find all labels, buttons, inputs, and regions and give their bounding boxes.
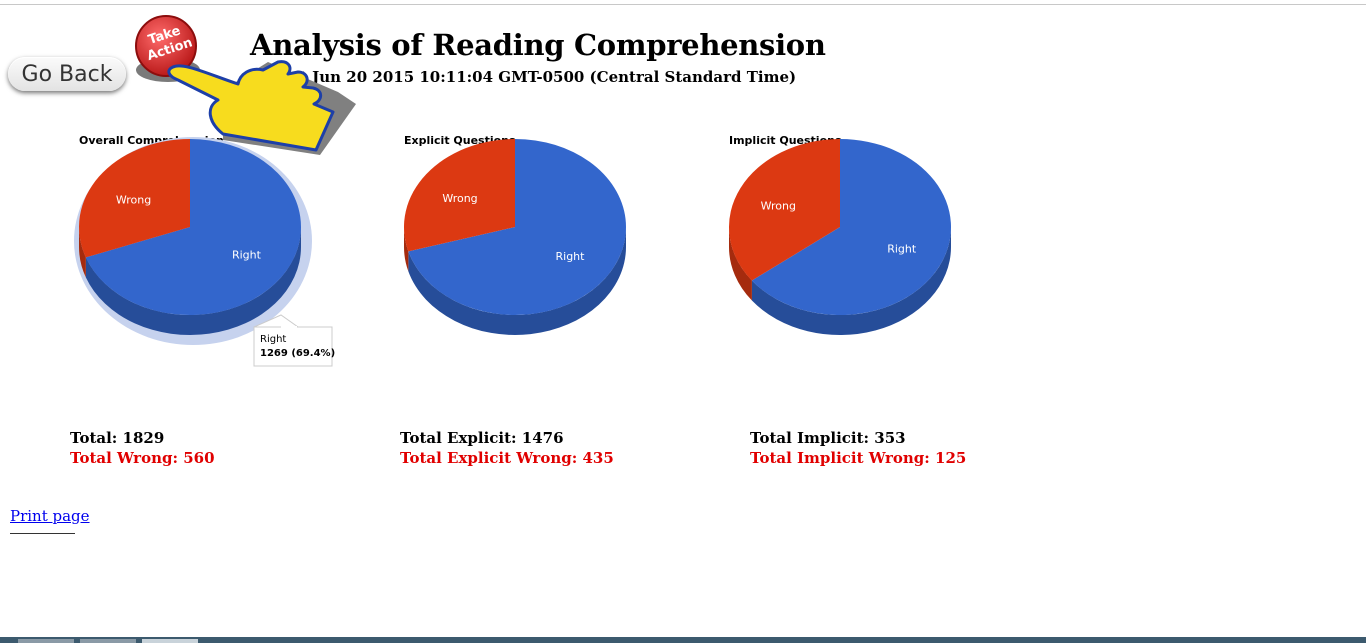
total-explicit-wrong-count: Total Explicit Wrong: 435: [400, 449, 614, 467]
print-link-underline: [10, 533, 75, 534]
slice-side-right: [85, 227, 302, 335]
slice-side-right: [751, 227, 951, 336]
print-page-link[interactable]: Print page: [10, 507, 90, 525]
tooltip-box: [253, 326, 333, 367]
tooltip-label: Right: [260, 334, 286, 345]
take-action-banner: Take Action: [135, 15, 356, 155]
slice-right[interactable]: [751, 139, 951, 315]
total-implicit-count: Total Implicit: 353: [750, 429, 906, 447]
top-border: [0, 4, 1366, 5]
total-count: Total: 1829: [70, 429, 165, 447]
slice-side-right: [408, 227, 626, 336]
action-button-icon: [135, 15, 197, 77]
slice-right[interactable]: [85, 139, 302, 315]
chart-explicit: Explicit Questions Right Wrong: [393, 125, 713, 395]
taskbar: [0, 637, 1366, 643]
slice-wrong[interactable]: [404, 139, 515, 252]
slice-label-right: Right: [556, 250, 586, 263]
slice-wrong[interactable]: [729, 139, 840, 281]
taskbar-item[interactable]: [18, 639, 74, 643]
totals-explicit: Total Explicit: 1476 Total Explicit Wron…: [400, 428, 614, 468]
pointing-hand-icon: [167, 60, 335, 152]
slice-label-wrong: Wrong: [761, 200, 796, 213]
page-title: Analysis of Reading Comprehension: [250, 28, 826, 62]
pie-overall: Right Wrong: [74, 137, 312, 345]
slice-side-wrong: [404, 227, 409, 272]
chart-overall: Overall Comprehension Right Wrong Right 12…: [68, 125, 388, 395]
total-implicit-wrong-count: Total Implicit Wrong: 125: [750, 449, 967, 467]
totals-implicit: Total Implicit: 353 Total Implicit Wrong…: [750, 428, 966, 468]
slice-label-wrong: Wrong: [116, 193, 151, 206]
tooltip-value: 1269 (69.4%): [260, 348, 335, 359]
pie-explicit: Right Wrong: [404, 139, 626, 336]
slice-side-wrong: [79, 227, 86, 278]
total-wrong-count: Total Wrong: 560: [70, 449, 215, 467]
total-explicit-count: Total Explicit: 1476: [400, 429, 564, 447]
slice-label-right: Right: [887, 242, 917, 255]
pie-tooltip: Right 1269 (69.4%): [253, 314, 335, 367]
slice-wrong[interactable]: [79, 139, 190, 258]
pie-implicit: Right Wrong: [729, 139, 951, 336]
chart-implicit: Implicit Questions Right Wrong: [718, 125, 1038, 395]
totals-overall: Total: 1829 Total Wrong: 560: [70, 428, 215, 468]
report-timestamp: t Jun 20 2015 10:11:04 GMT-0500 (Central…: [300, 68, 797, 86]
slice-side-wrong: [729, 227, 752, 301]
go-back-button[interactable]: Go Back: [8, 57, 126, 91]
taskbar-item-active[interactable]: [142, 639, 198, 643]
slice-right[interactable]: [408, 139, 626, 315]
slice-label-wrong: Wrong: [442, 192, 477, 205]
taskbar-item[interactable]: [80, 639, 136, 643]
tooltip-joint: [281, 326, 297, 328]
slice-label-right: Right: [232, 249, 262, 262]
